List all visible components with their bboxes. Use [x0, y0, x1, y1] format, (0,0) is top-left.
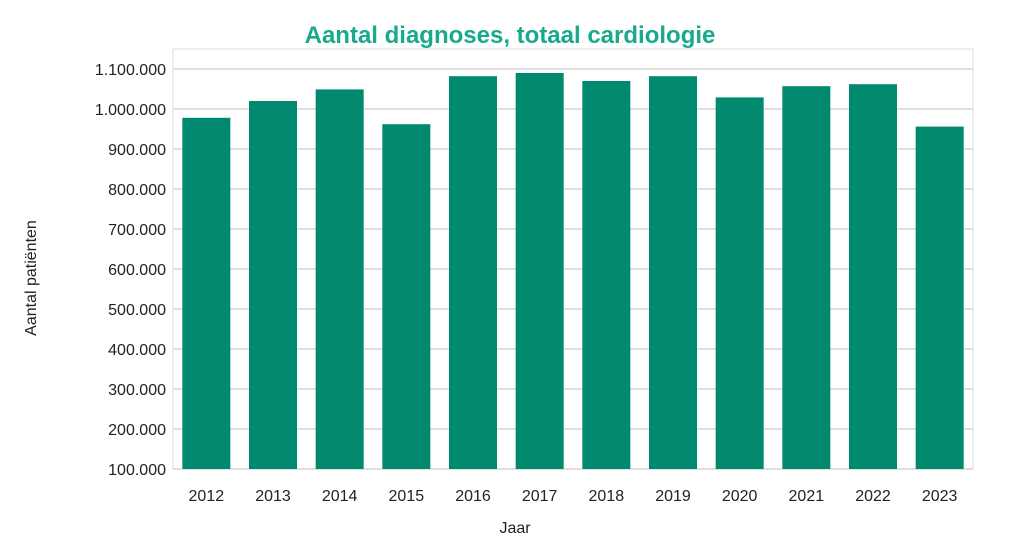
y-axis-label: Aantal patiënten: [23, 220, 40, 336]
y-tick-label: 300.000: [108, 382, 166, 399]
y-tick-label: 400.000: [108, 342, 166, 359]
x-tick-label: 2012: [189, 488, 225, 505]
bar-2015: [382, 124, 431, 469]
x-tick-label: 2020: [722, 488, 758, 505]
x-tick-label: 2015: [389, 488, 425, 505]
bar-2019: [649, 76, 697, 469]
bar-2022: [849, 84, 897, 469]
x-tick-label: 2023: [922, 488, 958, 505]
bar-2021: [782, 86, 831, 469]
x-tick-label: 2013: [255, 488, 291, 505]
x-tick-label: 2022: [855, 488, 891, 505]
y-tick-label: 900.000: [108, 142, 166, 159]
bar-2012: [182, 117, 231, 470]
bar-2023: [915, 126, 964, 469]
y-tick-label: 1.100.000: [95, 62, 166, 79]
x-tick-label: 2017: [522, 488, 558, 505]
y-tick-label: 800.000: [108, 182, 166, 199]
bar-2018: [582, 81, 631, 469]
y-tick-label: 100.000: [108, 462, 166, 479]
bar-2016: [449, 76, 497, 469]
bar-2020: [715, 97, 764, 470]
y-tick-label: 600.000: [108, 262, 166, 279]
y-tick-label: 1.000.000: [95, 102, 166, 119]
x-axis-label: Jaar: [499, 520, 531, 537]
bar-2013: [249, 101, 297, 469]
bar-2017: [515, 73, 564, 469]
y-tick-label: 700.000: [108, 222, 166, 239]
bar-2014: [315, 89, 364, 470]
x-tick-label: 2016: [455, 488, 491, 505]
plot-area: [172, 48, 974, 470]
y-tick-label: 200.000: [108, 422, 166, 439]
x-tick-label: 2014: [322, 488, 358, 505]
x-tick-label: 2019: [655, 488, 691, 505]
y-tick-label: 500.000: [108, 302, 166, 319]
x-tick-label: 2021: [789, 488, 825, 505]
chart-title: Aantal diagnoses, totaal cardiologie: [305, 22, 716, 49]
x-tick-label: 2018: [589, 488, 625, 505]
